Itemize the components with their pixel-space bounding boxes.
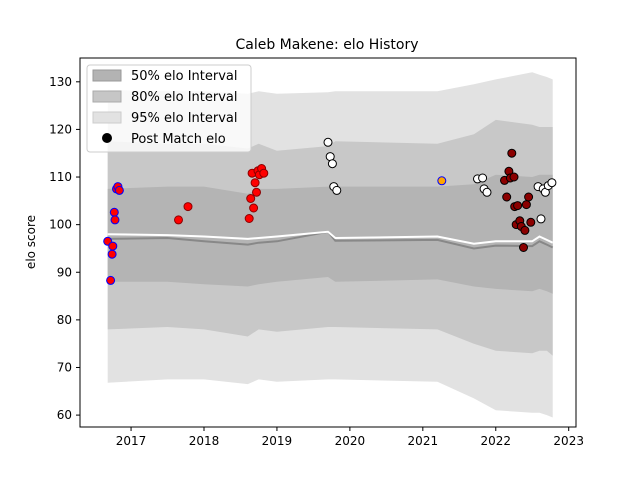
x-tick-label: 2017 xyxy=(116,434,147,448)
x-axis: 2017 2018 2019 2020 2021 2022 2023 xyxy=(116,427,584,448)
x-tick-label: 2018 xyxy=(189,434,220,448)
data-point xyxy=(520,225,530,235)
y-tick-label: 80 xyxy=(57,313,72,327)
data-point xyxy=(259,168,269,178)
legend-swatch-50 xyxy=(92,69,122,82)
plot-area xyxy=(103,72,557,418)
data-point xyxy=(509,172,519,182)
data-point xyxy=(108,241,118,251)
data-point xyxy=(526,217,536,227)
data-point xyxy=(323,137,333,147)
y-axis: 60 70 80 90 100 110 120 130 xyxy=(49,75,80,422)
data-point xyxy=(250,178,260,188)
data-point xyxy=(109,207,119,217)
legend-label-95: 95% elo Interval xyxy=(131,111,238,126)
elo-lines xyxy=(107,230,554,250)
mean-line xyxy=(107,230,554,245)
data-point xyxy=(507,148,517,158)
y-tick-label: 120 xyxy=(49,122,72,136)
legend: 50% elo Interval 80% elo Interval 95% el… xyxy=(86,64,252,153)
x-tick-label: 2023 xyxy=(553,434,584,448)
legend-label-post-match: Post Match elo xyxy=(131,132,226,147)
legend-swatch-80 xyxy=(92,90,122,103)
chart-title: Caleb Makene: elo History xyxy=(235,37,418,53)
data-point xyxy=(252,187,261,197)
data-point xyxy=(437,176,447,186)
y-tick-label: 110 xyxy=(49,170,72,184)
data-point xyxy=(521,200,531,210)
data-point xyxy=(244,214,254,223)
plot-frame xyxy=(79,57,577,428)
y-tick-label: 90 xyxy=(57,265,72,279)
data-point xyxy=(183,202,193,212)
post-match-points xyxy=(103,137,557,285)
y-axis-label: elo score xyxy=(24,215,38,269)
data-point xyxy=(524,192,534,202)
data-point xyxy=(519,243,528,252)
legend-marker-post-match xyxy=(102,133,112,143)
data-point xyxy=(478,173,488,183)
y-tick-label: 70 xyxy=(57,360,72,374)
data-point xyxy=(332,185,342,195)
data-point xyxy=(536,214,546,224)
y-tick-label: 100 xyxy=(49,218,72,232)
data-point xyxy=(502,192,512,202)
data-point xyxy=(114,185,124,195)
legend-label-50: 50% elo Interval xyxy=(131,69,238,84)
x-tick-label: 2022 xyxy=(480,434,511,448)
legend-swatch-95 xyxy=(92,111,122,124)
data-point xyxy=(327,159,337,169)
y-tick-label: 130 xyxy=(49,75,72,89)
data-point xyxy=(246,194,256,203)
data-point xyxy=(547,178,557,188)
legend-label-80: 80% elo Interval xyxy=(131,90,238,105)
data-point xyxy=(482,187,492,197)
data-point xyxy=(106,275,116,285)
x-tick-label: 2020 xyxy=(335,434,366,448)
x-tick-label: 2019 xyxy=(262,434,293,448)
x-tick-label: 2021 xyxy=(408,434,439,448)
median-line xyxy=(107,230,554,250)
data-point xyxy=(249,203,259,213)
data-point xyxy=(513,201,523,211)
data-point xyxy=(107,249,117,259)
data-point xyxy=(174,215,183,225)
y-tick-label: 60 xyxy=(57,408,72,422)
data-point xyxy=(110,215,120,225)
legend-box xyxy=(86,64,252,153)
